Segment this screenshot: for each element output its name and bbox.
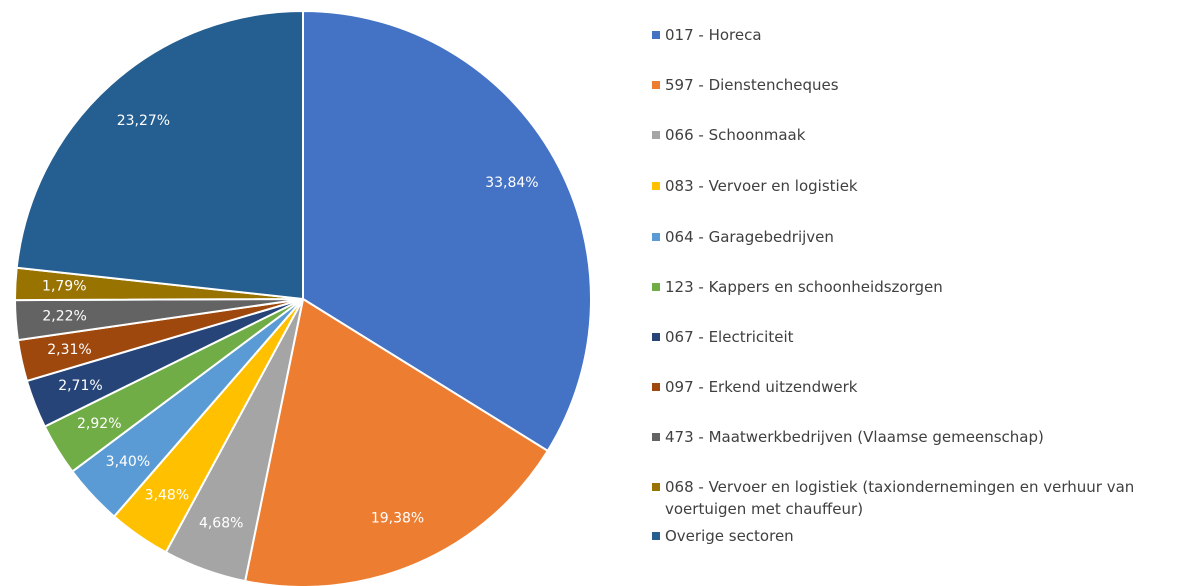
data-label: 2,71% xyxy=(58,378,102,394)
legend-item: 067 - Electriciteit xyxy=(652,326,1184,348)
legend-swatch xyxy=(652,483,660,491)
legend-item: 473 - Maatwerkbedrijven (Vlaamse gemeens… xyxy=(652,426,1184,448)
legend-label: 597 - Dienstencheques xyxy=(665,76,839,94)
data-label: 2,31% xyxy=(47,342,91,358)
pie-slice xyxy=(15,9,304,301)
legend-label: 123 - Kappers en schoonheidszorgen xyxy=(665,278,943,296)
legend-swatch xyxy=(652,383,660,391)
legend-swatch xyxy=(652,182,660,190)
pie-slice xyxy=(302,9,592,453)
data-label: 1,79% xyxy=(42,278,86,294)
legend-item: 064 - Garagebedrijven xyxy=(652,226,1184,248)
legend-item: 083 - Vervoer en logistiek xyxy=(652,175,1184,197)
data-label: 2,92% xyxy=(77,416,121,432)
legend-label: 097 - Erkend uitzendwerk xyxy=(665,378,858,396)
legend-item: 017 - Horeca xyxy=(652,24,1184,46)
legend-item: 068 - Vervoer en logistiek (taxiondernem… xyxy=(652,476,1184,520)
data-label: 23,27% xyxy=(117,113,170,129)
legend-item: 123 - Kappers en schoonheidszorgen xyxy=(652,276,1184,298)
legend-swatch xyxy=(652,31,660,39)
pie-area: 33,84% 19,38% 4,68% 3,48% 3,40% 2,92% 2,71% 2,3… xyxy=(13,9,592,586)
legend-item: Overige sectoren xyxy=(652,525,1184,547)
data-label: 3,40% xyxy=(106,454,150,470)
legend-label: 064 - Garagebedrijven xyxy=(665,228,834,246)
legend-swatch xyxy=(652,532,660,540)
legend-swatch xyxy=(652,81,660,89)
legend-item: 066 - Schoonmaak xyxy=(652,124,1184,146)
legend-swatch xyxy=(652,283,660,291)
legend-label: 473 - Maatwerkbedrijven (Vlaamse gemeens… xyxy=(665,428,1044,446)
data-label: 19,38% xyxy=(371,511,424,527)
legend-label: 066 - Schoonmaak xyxy=(665,126,806,144)
legend-swatch xyxy=(652,333,660,341)
data-label: 2,22% xyxy=(42,309,86,325)
legend-swatch xyxy=(652,433,660,441)
legend-label: 068 - Vervoer en logistiek (taxiondernem… xyxy=(665,478,1135,518)
legend-item: 597 - Dienstencheques xyxy=(652,74,1184,96)
pie-slice xyxy=(243,297,550,586)
legend-label: 017 - Horeca xyxy=(665,26,762,44)
data-label: 33,84% xyxy=(485,175,538,191)
legend-swatch xyxy=(652,233,660,241)
legend-label: 083 - Vervoer en logistiek xyxy=(665,177,858,195)
legend-label: 067 - Electriciteit xyxy=(665,328,794,346)
legend-label: Overige sectoren xyxy=(665,527,794,545)
data-label: 4,68% xyxy=(199,516,243,532)
data-label: 3,48% xyxy=(145,488,189,504)
legend-item: 097 - Erkend uitzendwerk xyxy=(652,376,1184,398)
legend-swatch xyxy=(652,131,660,139)
